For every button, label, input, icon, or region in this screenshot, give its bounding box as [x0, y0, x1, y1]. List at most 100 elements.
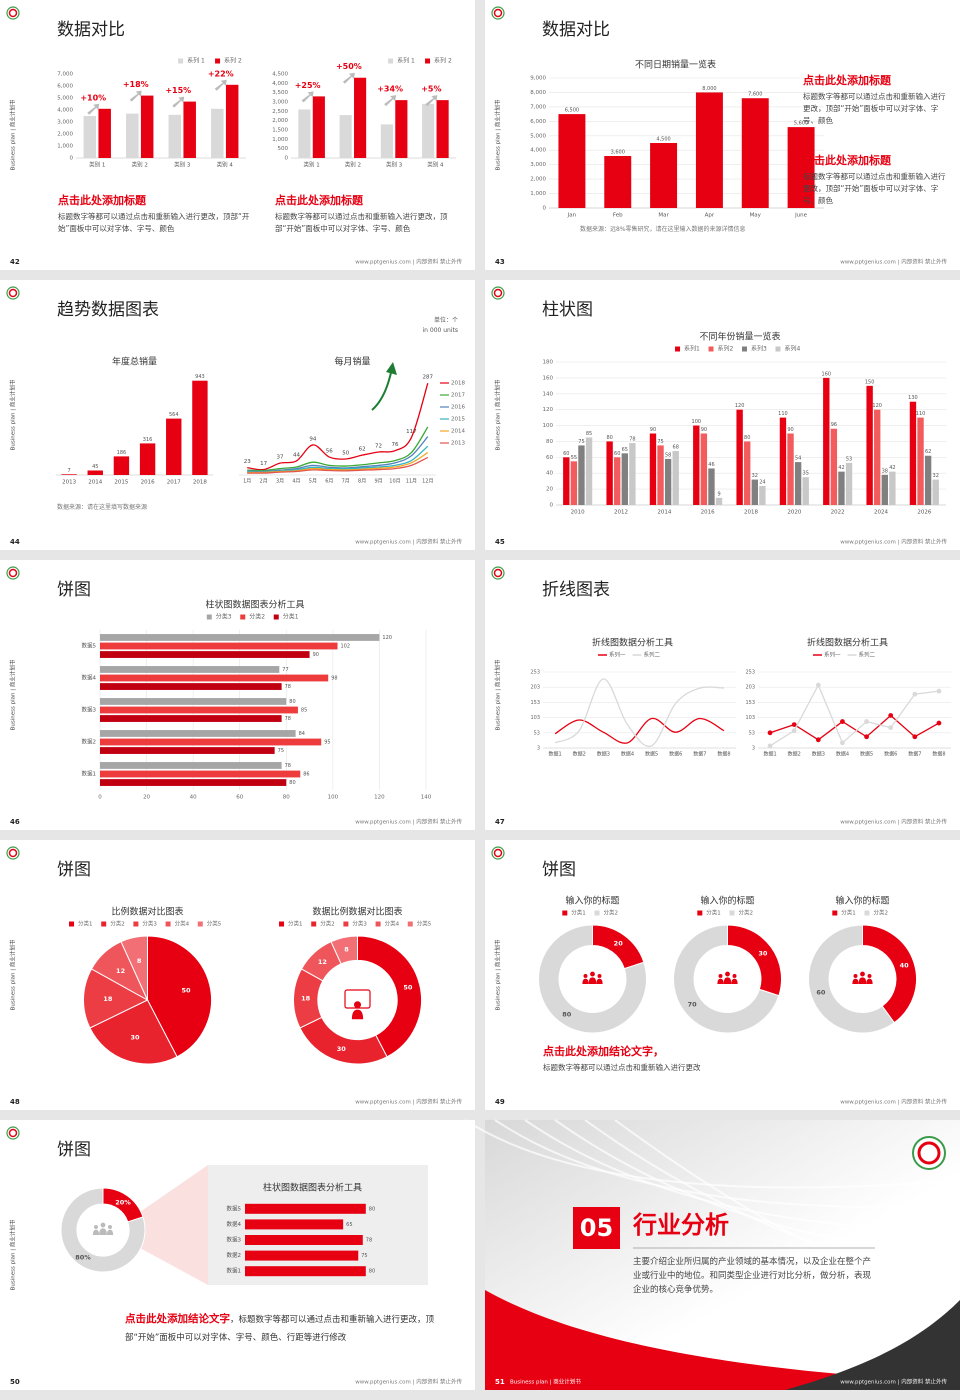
x-tick-label: 数据1	[763, 751, 776, 758]
y-tick-label: 数据4	[82, 674, 97, 682]
legend-swatch	[178, 58, 184, 64]
bar	[100, 683, 282, 690]
note-body: 标题数字等都可以通过点击和重新输入进行更改	[543, 1063, 701, 1072]
bar	[139, 443, 156, 475]
value-label: 20	[614, 940, 624, 948]
chart-title: 每月销量	[334, 356, 370, 368]
legend-label: 分类1	[288, 920, 303, 928]
value-label: 32	[933, 473, 939, 479]
icon	[353, 1001, 362, 1009]
value-label: 186	[117, 450, 127, 456]
chart: 系列 1 系列 2 0 1,000 2,000 3,000 4,000 5,000 6,000 7…	[57, 57, 246, 169]
value-label: 316	[143, 437, 153, 443]
x-tick-label: Apr	[705, 213, 715, 219]
y-tick-label: 数据1	[82, 770, 97, 778]
line-series	[554, 678, 724, 748]
value-label: 23	[244, 459, 251, 465]
value-label: 37	[277, 455, 284, 461]
icon	[588, 977, 597, 984]
section-badge	[573, 1207, 620, 1249]
value-label: 8	[137, 957, 142, 965]
side-label: Business plan | 商业计划书	[494, 379, 502, 450]
note-heading: 点击此处添加标题	[58, 194, 146, 207]
bar	[168, 114, 182, 158]
value-label: 86	[303, 772, 309, 778]
page-number: 51	[495, 1378, 505, 1386]
bar	[100, 738, 322, 746]
legend-swatch	[708, 346, 714, 352]
annotation-arrow	[384, 95, 397, 107]
icon	[732, 973, 737, 978]
legend-label: 分类1	[283, 613, 299, 621]
line-marker	[767, 743, 773, 749]
page-number: 49	[495, 1098, 505, 1106]
slide-background	[0, 280, 475, 550]
legend-swatch	[562, 910, 568, 916]
note-heading: 点击此处添加结论文字，	[543, 1045, 664, 1058]
x-tick-label: 数据4	[621, 751, 634, 758]
value-label: 77	[282, 667, 288, 673]
legend-label: 系列 2	[224, 57, 242, 65]
legend-swatch	[197, 921, 203, 927]
value-label: 84	[299, 731, 305, 737]
value-label: 50	[403, 984, 413, 992]
legend-label: 分类5	[417, 920, 432, 928]
legend-swatch	[343, 921, 349, 927]
x-tick-label: 类别 3	[174, 161, 191, 169]
value-label: 24	[759, 479, 765, 485]
annotation: +25%	[295, 81, 321, 90]
chart-title: 年度总销量	[112, 356, 157, 368]
x-tick-label: 8月	[358, 479, 366, 485]
bar	[585, 437, 593, 505]
legend-label: 系列一	[609, 651, 626, 659]
logo	[493, 288, 503, 298]
y-tick-label: 4,500	[272, 72, 288, 78]
x-tick-label: May	[750, 213, 762, 219]
bar	[563, 457, 570, 505]
value-label: 100	[692, 419, 702, 425]
icon	[717, 978, 724, 985]
icon	[718, 973, 723, 978]
x-tick-label: 2012	[614, 510, 628, 516]
legend-label: 分类1	[78, 920, 93, 928]
x-tick-label: 2016	[701, 510, 715, 516]
slide-background	[485, 840, 960, 1110]
value-label: 72	[375, 443, 382, 449]
slide: 饼图 Business plan | 商业计划书 48 www.pptgenius.c…	[0, 840, 475, 1110]
bar	[845, 462, 853, 505]
y-tick-label: 120	[543, 407, 554, 413]
line-marker	[936, 688, 942, 694]
note-heading: 点击此处添加标题	[275, 194, 363, 207]
annotation-arrow	[342, 72, 355, 84]
note: 点击此处添加标题 标题数字等都可以通过点击和重新输入进行更改，顶部“开始”面板中可…	[275, 192, 465, 235]
bar	[578, 445, 585, 505]
value-label: 8,000	[702, 86, 716, 92]
line-marker	[888, 725, 894, 731]
value-label: 9	[717, 491, 720, 497]
chart-title: 输入你的标题	[700, 895, 754, 907]
legend-label: 2018	[451, 381, 465, 387]
note: 点击此处添加结论文字， 标题数字等都可以通过点击和重新输入进行更改	[543, 1043, 943, 1074]
value-label: 30	[758, 949, 768, 957]
value-label: 65	[346, 1222, 352, 1228]
icon	[858, 977, 867, 984]
x-tick-label: 40	[190, 795, 197, 801]
y-tick-label: 3,000	[272, 100, 288, 106]
y-tick-label: 4,000	[57, 108, 73, 114]
value-label: 80%	[75, 1254, 91, 1262]
legend-swatch	[240, 614, 246, 620]
bar	[100, 715, 282, 722]
line-marker	[936, 720, 942, 726]
line-marker	[864, 734, 869, 740]
line-series	[247, 426, 429, 472]
x-tick-label: 60	[236, 795, 243, 801]
y-tick-label: 203	[530, 685, 540, 691]
value-label: 120	[382, 635, 392, 641]
decor-curve	[584, 1119, 960, 1281]
value-label: 78	[629, 437, 635, 443]
bar	[802, 477, 809, 505]
side-label: Business plan | 商业计划书	[494, 99, 502, 170]
footer: www.pptgenius.com | 内部资料 禁止外传	[840, 538, 947, 546]
